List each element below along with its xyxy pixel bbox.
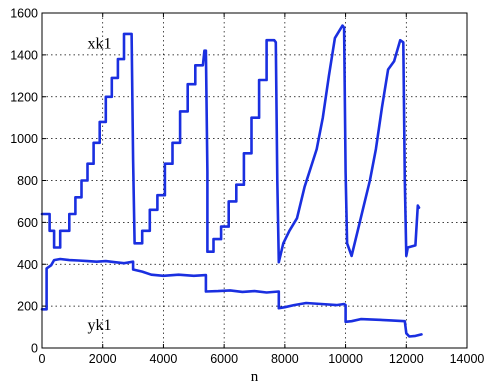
annotation-xk1: xk1 <box>88 36 112 53</box>
x-tick-label: 14000 <box>450 352 485 366</box>
axis-ticks: 0 2000 4000 6000 8000 10000 12000 14000 0 200 400 6… <box>10 7 484 367</box>
series-lines <box>40 24 423 338</box>
y-tick-label: 1600 <box>10 7 38 21</box>
annotation-yk1: yk1 <box>88 317 112 334</box>
x-tick-label: 10000 <box>328 352 363 366</box>
x-tick-label: 8000 <box>271 352 299 366</box>
x-tick-label: 12000 <box>389 352 424 366</box>
y-tick-label: 1400 <box>10 48 38 62</box>
x-tick-label: 2000 <box>89 352 117 366</box>
y-tick-label: 1200 <box>10 90 38 104</box>
y-tick-label: 0 <box>31 342 38 356</box>
y-tick-label: 800 <box>17 174 38 188</box>
x-tick-label: 4000 <box>150 352 178 366</box>
y-tick-label: 600 <box>17 216 38 230</box>
x-tick-label: 0 <box>39 352 46 366</box>
series-line-yk1 <box>40 257 423 338</box>
x-axis-label: n <box>251 369 259 385</box>
annotations: xk1 yk1 <box>88 36 112 335</box>
y-tick-label: 1000 <box>10 132 38 146</box>
y-tick-label: 400 <box>17 258 38 272</box>
y-tick-label: 200 <box>17 300 38 314</box>
series-line-xk1 <box>40 24 421 264</box>
x-tick-label: 6000 <box>210 352 238 366</box>
grid <box>42 13 467 348</box>
